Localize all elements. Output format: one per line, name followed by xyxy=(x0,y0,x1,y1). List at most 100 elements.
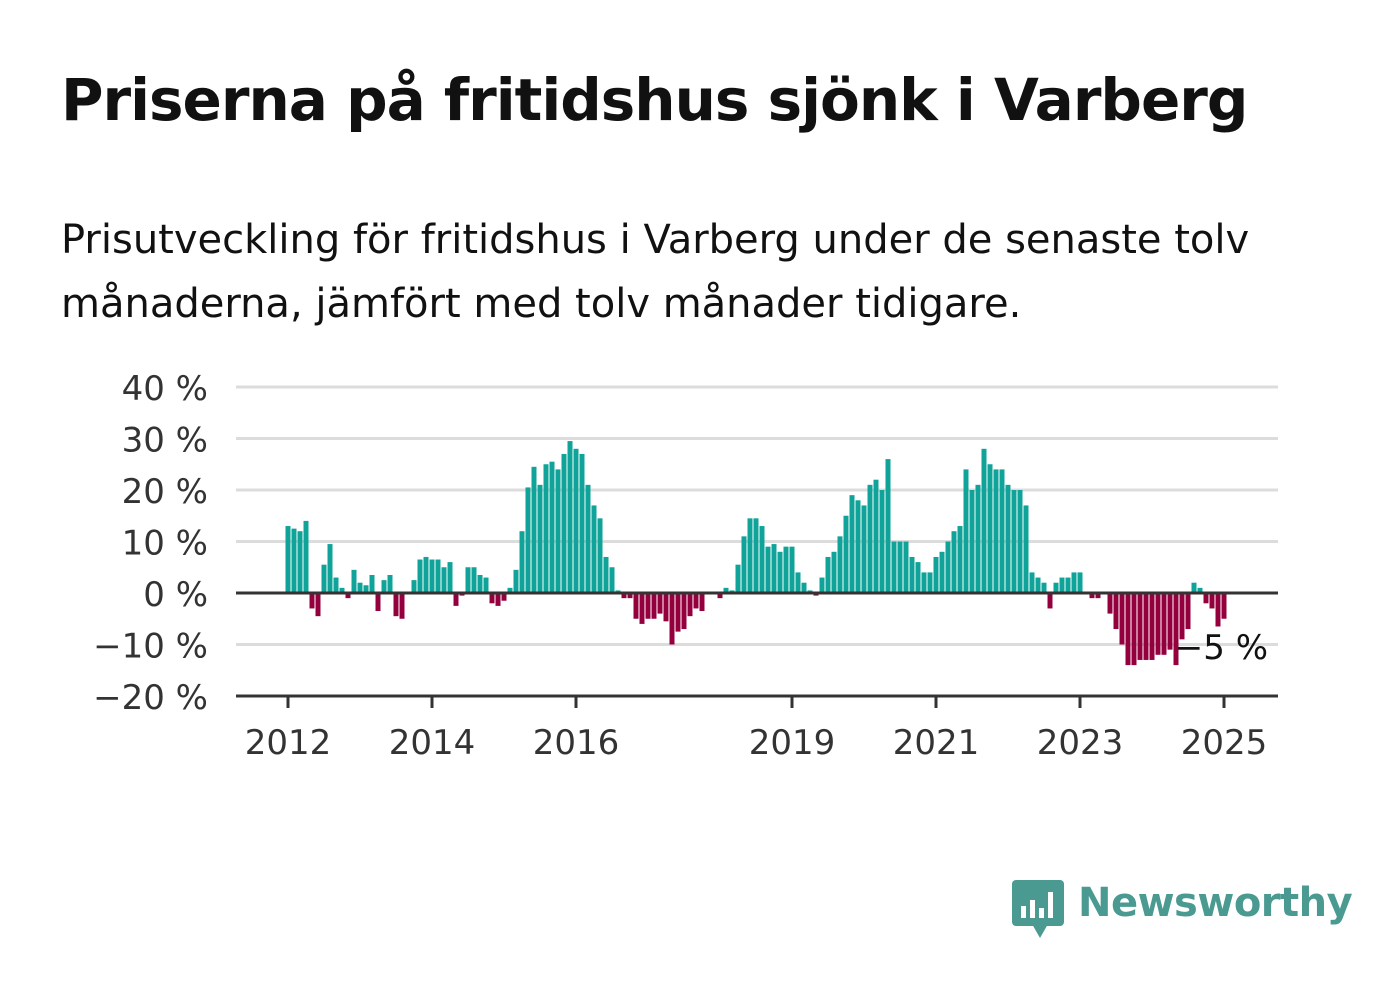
y-axis-labels: 40 % 30 % 20 % 10 % 0 % −10 % −20 % xyxy=(93,369,208,718)
bar xyxy=(1023,505,1029,593)
bar xyxy=(381,580,387,594)
bar xyxy=(1053,582,1059,593)
bar xyxy=(867,484,873,593)
brand-name: Newsworthy xyxy=(1078,880,1353,926)
bar xyxy=(999,469,1005,593)
bar xyxy=(585,484,591,593)
y-tick-label: −20 % xyxy=(93,678,208,718)
bar xyxy=(621,593,627,599)
bar xyxy=(825,556,831,593)
bar xyxy=(321,564,327,593)
bar xyxy=(333,577,339,593)
bar xyxy=(1077,572,1083,593)
bar xyxy=(735,564,741,593)
bar xyxy=(447,562,453,593)
bar xyxy=(1155,593,1161,655)
bar xyxy=(687,593,693,617)
bar xyxy=(1191,582,1197,593)
bar xyxy=(681,593,687,630)
bar xyxy=(441,567,447,593)
bar xyxy=(369,574,375,593)
bar xyxy=(663,593,669,622)
bar xyxy=(879,490,885,593)
bar-chart: 40 %30 %20 %10 %0 %−10 %−20 % 2012 2014 20… xyxy=(93,369,1278,763)
bar xyxy=(1167,593,1173,650)
x-tick-label: 2012 xyxy=(245,723,332,763)
bar xyxy=(489,593,495,604)
bar xyxy=(339,587,345,593)
bar xyxy=(1065,577,1071,593)
bar xyxy=(669,593,675,645)
chart-title: Priserna på fritidshus sjönk i Varberg xyxy=(61,66,1248,134)
bar xyxy=(303,520,309,593)
bar xyxy=(993,469,999,593)
bar xyxy=(1041,582,1047,593)
bar xyxy=(1047,593,1053,609)
y-tick-label: 30 % xyxy=(122,421,208,461)
bar xyxy=(765,546,771,593)
bar xyxy=(1071,572,1077,593)
bar xyxy=(963,469,969,593)
y-tick-label: 0 % xyxy=(143,575,208,615)
x-tick-label: 2019 xyxy=(749,723,836,763)
bar xyxy=(771,544,777,593)
bar xyxy=(873,479,879,593)
bar xyxy=(465,567,471,593)
bar xyxy=(987,464,993,593)
bar xyxy=(1017,490,1023,593)
bar xyxy=(351,569,357,593)
bar xyxy=(297,531,303,593)
bar xyxy=(417,559,423,593)
bar xyxy=(651,593,657,619)
bar xyxy=(1107,593,1113,614)
bar xyxy=(309,593,315,609)
bar xyxy=(1119,593,1125,645)
bar xyxy=(1173,593,1179,666)
bar xyxy=(723,587,729,593)
bar xyxy=(891,541,897,593)
x-tick-label: 2025 xyxy=(1181,723,1268,763)
bar xyxy=(603,556,609,593)
bar xyxy=(291,528,297,594)
bar xyxy=(909,556,915,593)
bar xyxy=(741,536,747,593)
chart-gridlines xyxy=(236,385,1278,646)
bar xyxy=(483,577,489,593)
end-value-label: −5 % xyxy=(1175,628,1268,668)
bar xyxy=(411,580,417,594)
bar xyxy=(453,593,459,606)
bar xyxy=(531,466,537,593)
bar xyxy=(837,536,843,593)
bar xyxy=(789,546,795,593)
bar xyxy=(609,567,615,593)
bar xyxy=(1095,593,1101,599)
bar xyxy=(1143,593,1149,660)
bar xyxy=(639,593,645,624)
bar xyxy=(903,541,909,593)
x-tick-label: 2016 xyxy=(533,723,620,763)
bar xyxy=(543,464,549,593)
bar xyxy=(1029,572,1035,593)
bar xyxy=(693,593,699,609)
bar xyxy=(861,505,867,593)
bar xyxy=(1215,593,1221,627)
bar xyxy=(1035,577,1041,593)
bar xyxy=(633,593,639,619)
bar xyxy=(579,453,585,593)
bar xyxy=(597,518,603,593)
bar xyxy=(921,572,927,593)
bar xyxy=(399,593,405,619)
bar xyxy=(345,593,351,599)
bar xyxy=(1005,484,1011,593)
bar xyxy=(747,518,753,593)
chart-subtitle: Prisutveckling för fritidshus i Varberg … xyxy=(61,217,1250,327)
bar xyxy=(477,574,483,593)
bar xyxy=(315,593,321,617)
bar xyxy=(1011,490,1017,593)
bar xyxy=(1185,593,1191,630)
bar xyxy=(897,541,903,593)
bar xyxy=(939,551,945,593)
bar xyxy=(855,500,861,593)
bar xyxy=(819,577,825,593)
bar xyxy=(753,518,759,593)
